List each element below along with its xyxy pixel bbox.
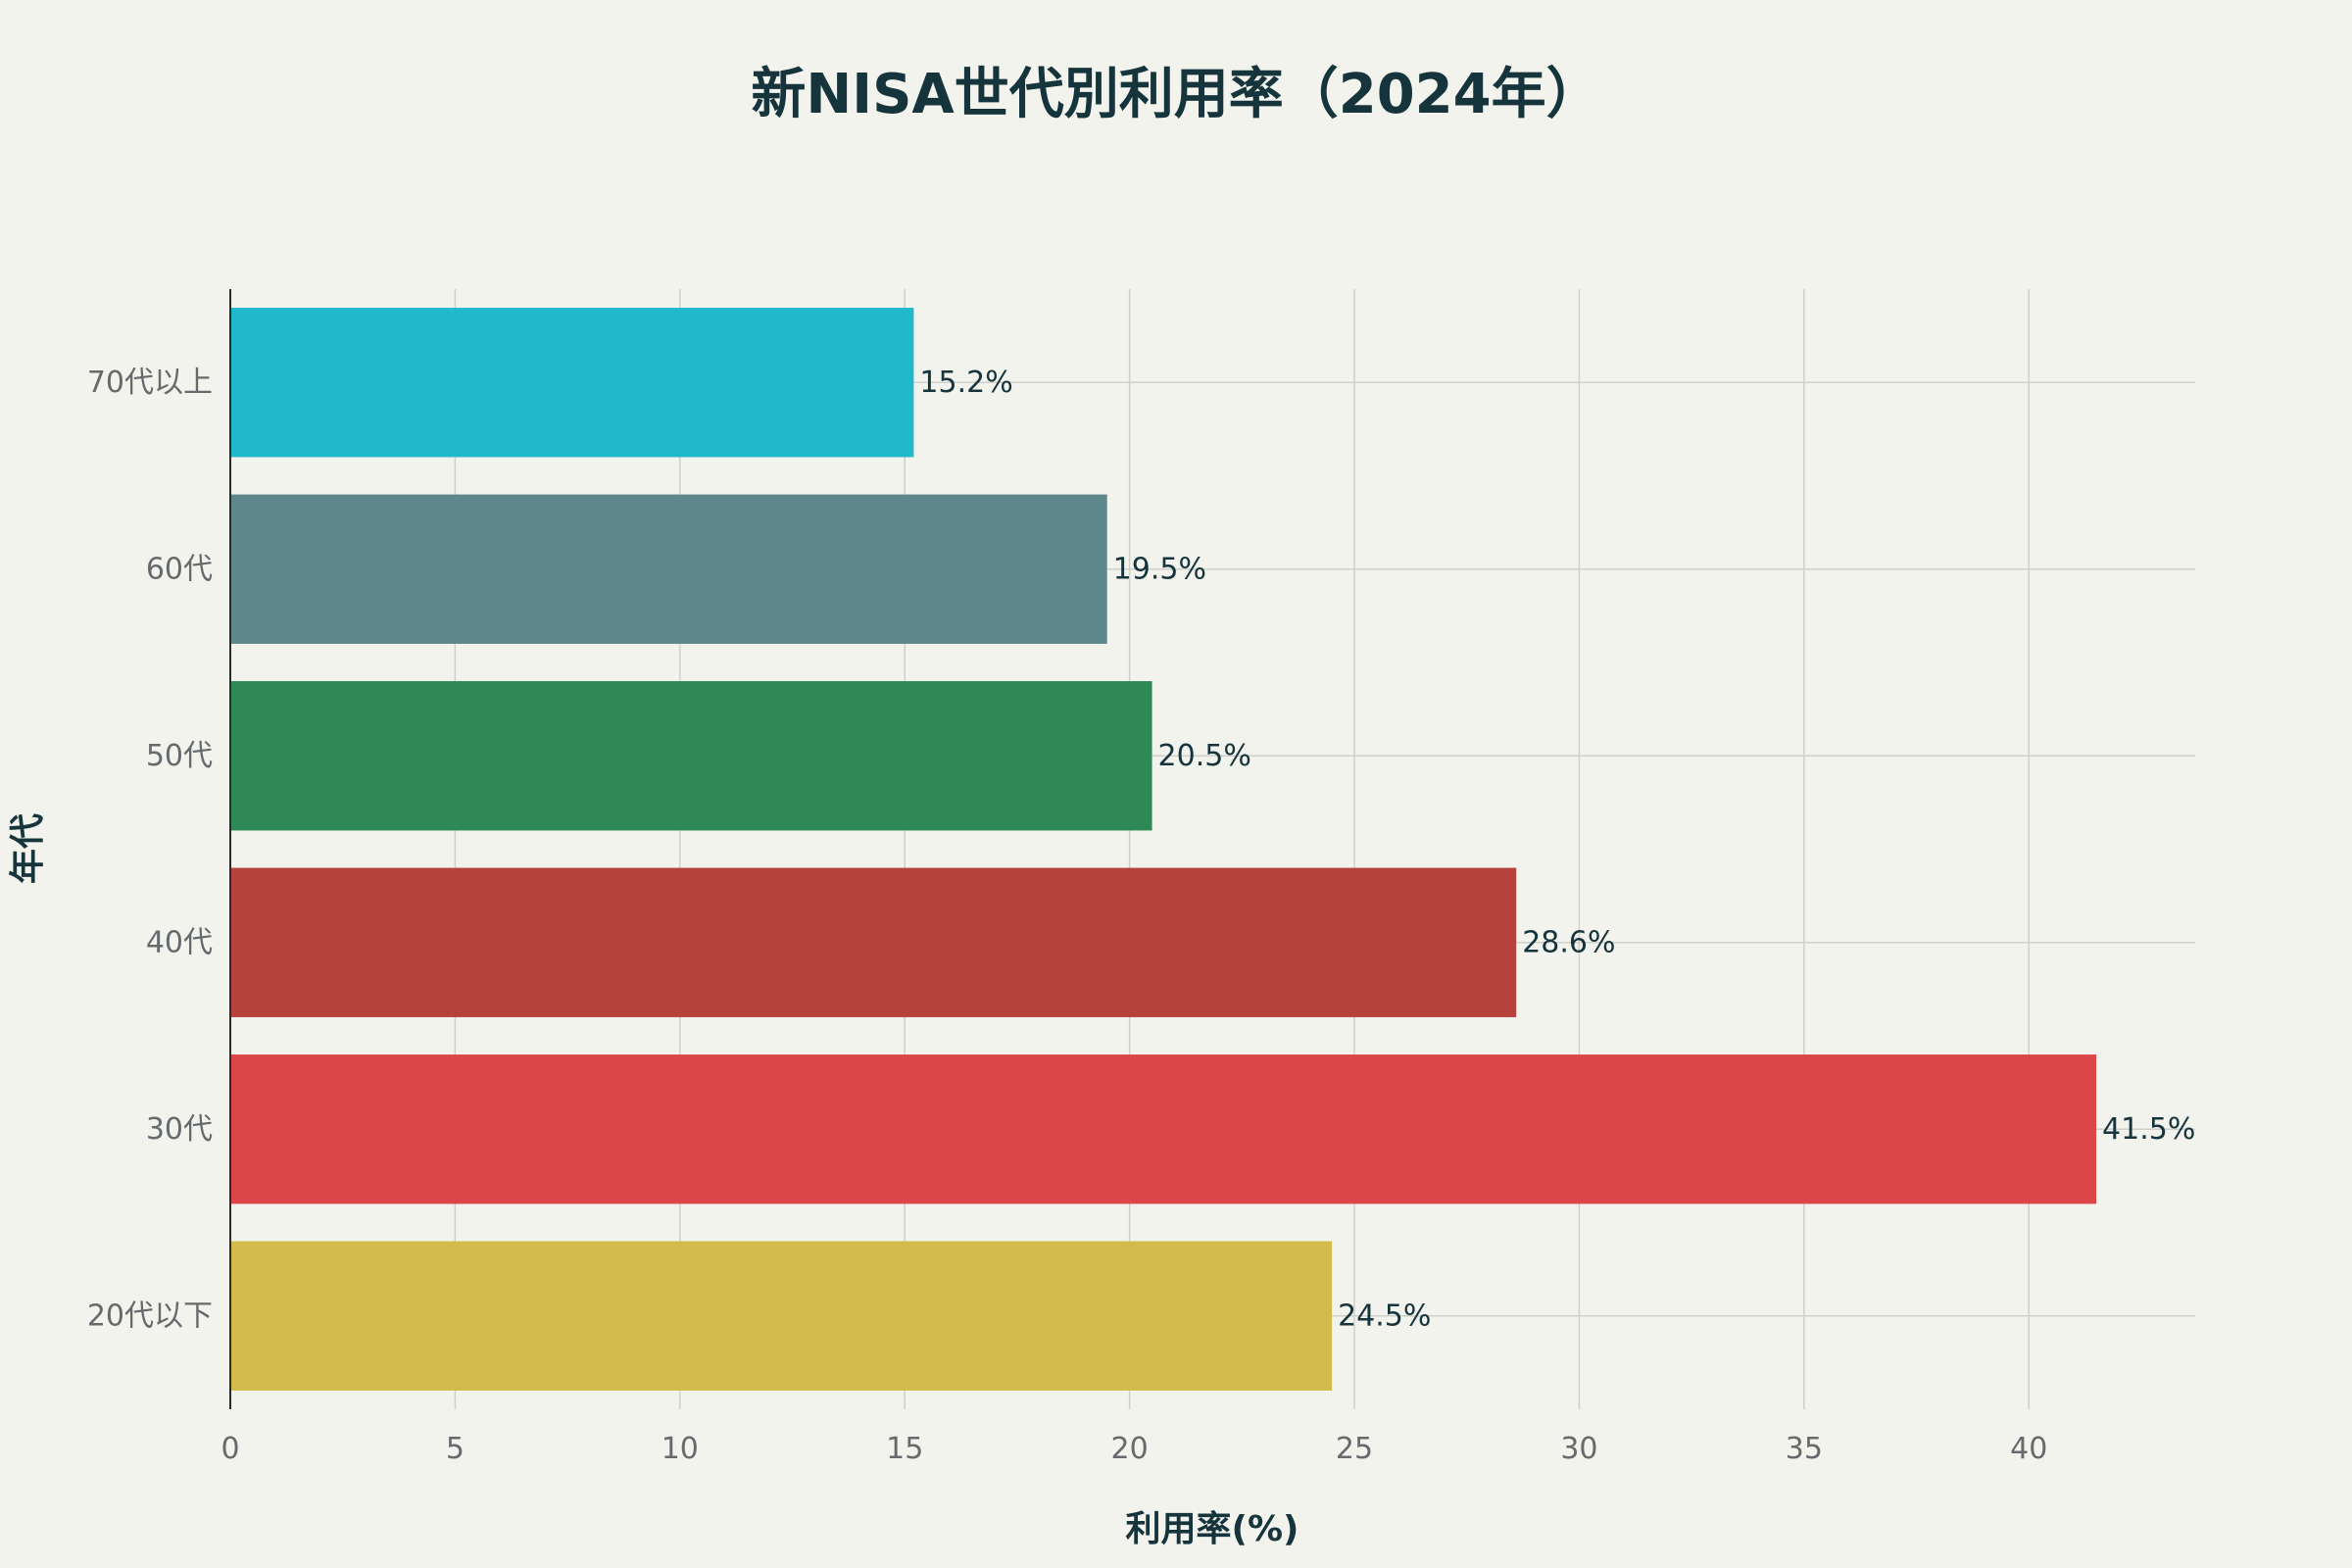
y-tick-label: 30代 (146, 1112, 213, 1147)
x-tick-label: 25 (1336, 1432, 1373, 1466)
bar (230, 1241, 1333, 1391)
x-tick-label: 15 (886, 1432, 923, 1466)
y-tick-label: 20代以下 (87, 1298, 213, 1333)
data-label: 24.5% (1338, 1298, 1431, 1333)
x-tick-label: 35 (1786, 1432, 1823, 1466)
x-tick-label: 30 (1560, 1432, 1597, 1466)
x-axis-title: 利用率(%) (1126, 1509, 1299, 1549)
y-tick-label: 60代 (146, 552, 213, 586)
x-tick-label: 5 (446, 1432, 465, 1466)
bar (230, 867, 1517, 1017)
data-label: 15.2% (919, 366, 1012, 400)
x-tick-label: 0 (220, 1432, 239, 1466)
bar (230, 1054, 2097, 1204)
data-label: 28.6% (1522, 925, 1615, 959)
data-label: 19.5% (1113, 552, 1206, 586)
y-tick-label: 50代 (146, 739, 213, 773)
bar (230, 308, 914, 458)
y-tick-label: 40代 (146, 925, 213, 959)
x-tick-label: 10 (662, 1432, 699, 1466)
y-axis-title: 年代 (8, 813, 48, 884)
x-tick-label: 40 (2010, 1432, 2047, 1466)
y-tick-label: 70代以上 (87, 366, 213, 400)
bars (230, 308, 2097, 1391)
chart-title: 新NISA世代別利用率（2024年） (751, 63, 1600, 126)
data-label: 20.5% (1158, 739, 1251, 773)
data-labels: 24.5% 41.5% 28.6% 20.5% 19.5% 15.2% (919, 366, 2195, 1334)
bar (230, 494, 1107, 644)
x-tick-label: 20 (1111, 1432, 1149, 1466)
data-label: 41.5% (2102, 1112, 2195, 1147)
y-tick-labels: 20代以下 30代 40代 50代 60代 70代以上 (87, 366, 213, 1334)
x-tick-labels: 0 5 10 15 20 25 30 35 40 (220, 1432, 2047, 1466)
bar (230, 681, 1152, 831)
